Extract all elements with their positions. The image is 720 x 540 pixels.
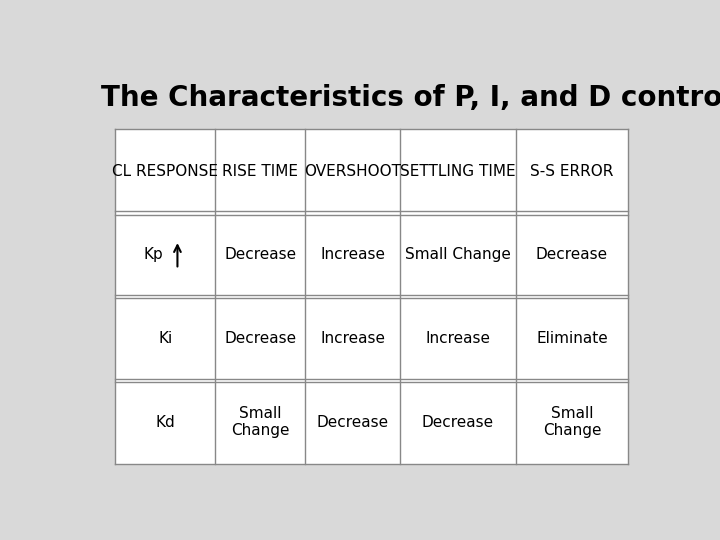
Text: Small
Change: Small Change: [231, 406, 289, 438]
Text: Increase: Increase: [320, 247, 385, 262]
Text: The Characteristics of P, I, and D controllers: The Characteristics of P, I, and D contr…: [101, 84, 720, 112]
Text: CL RESPONSE: CL RESPONSE: [112, 164, 218, 179]
Text: OVERSHOOT: OVERSHOOT: [304, 164, 401, 179]
Text: Kp: Kp: [143, 247, 163, 262]
Text: Small Change: Small Change: [405, 247, 510, 262]
Text: Kd: Kd: [156, 415, 175, 430]
Text: Small
Change: Small Change: [543, 406, 601, 438]
Text: RISE TIME: RISE TIME: [222, 164, 298, 179]
Bar: [115, 129, 629, 464]
Text: S-S ERROR: S-S ERROR: [531, 164, 613, 179]
Text: Ki: Ki: [158, 331, 172, 346]
Text: SETTLING TIME: SETTLING TIME: [400, 164, 516, 179]
Text: Decrease: Decrease: [422, 415, 494, 430]
Text: Decrease: Decrease: [536, 247, 608, 262]
Text: Increase: Increase: [426, 331, 490, 346]
Text: Decrease: Decrease: [317, 415, 389, 430]
Text: Increase: Increase: [320, 331, 385, 346]
Text: Decrease: Decrease: [224, 331, 296, 346]
Text: Eliminate: Eliminate: [536, 331, 608, 346]
Text: Decrease: Decrease: [224, 247, 296, 262]
